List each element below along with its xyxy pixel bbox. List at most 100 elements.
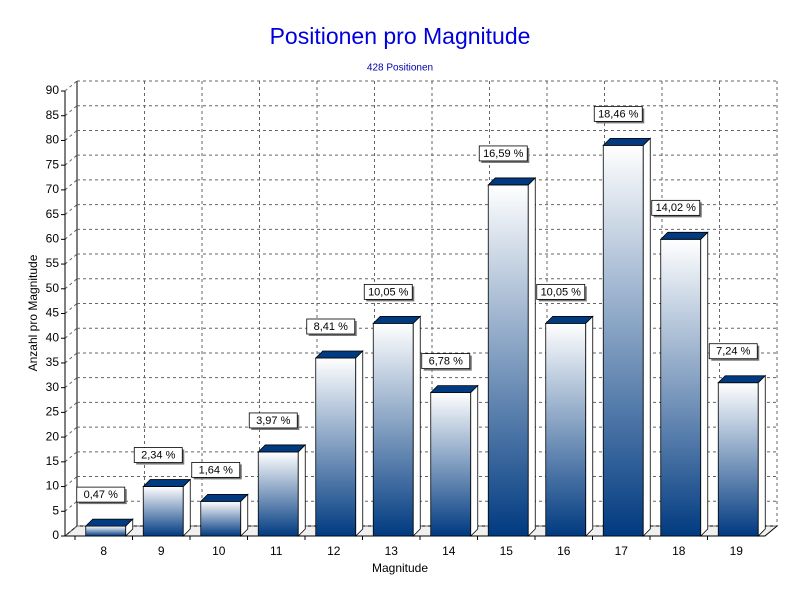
chart-title: Positionen pro Magnitude — [270, 23, 531, 49]
bar-group — [487, 176, 537, 537]
data-label: 3,97 % — [256, 415, 290, 427]
bar-top — [142, 479, 192, 487]
bar — [372, 322, 414, 537]
grid-line-depth — [64, 377, 78, 389]
y-tick-label: 5 — [52, 503, 59, 517]
bar-top — [257, 444, 307, 453]
bar — [85, 525, 127, 537]
data-label: 16,59 % — [483, 148, 524, 160]
y-tick-label: 0 — [52, 528, 59, 542]
x-tick-label: 19 — [730, 544, 744, 558]
data-label-box — [191, 461, 241, 478]
y-tick-label: 75 — [46, 157, 60, 171]
y-tick-label: 45 — [46, 306, 60, 320]
bar-side — [182, 478, 191, 537]
bar-side — [125, 518, 134, 537]
bar — [142, 486, 184, 537]
bar-top — [84, 518, 134, 527]
bar-group — [602, 137, 652, 537]
y-tick-label: 30 — [46, 380, 60, 394]
data-label: 0,47 % — [84, 489, 118, 501]
y-tick-label: 65 — [46, 207, 60, 221]
bar-group — [199, 493, 249, 537]
bar-group — [659, 231, 709, 537]
data-label-box — [421, 353, 471, 370]
grid-line-depth — [64, 80, 78, 92]
grid-line-depth — [64, 253, 78, 265]
x-tick-label: 10 — [212, 544, 226, 558]
grid-line-depth — [64, 105, 78, 117]
bar-group — [372, 315, 422, 537]
x-tick-label: 18 — [672, 544, 686, 558]
x-tick-label: 9 — [158, 544, 165, 558]
grid-line-depth — [64, 204, 78, 215]
grid-line-depth — [64, 278, 78, 290]
bar-top — [487, 177, 537, 186]
grid-line-depth — [64, 525, 78, 537]
bar — [315, 357, 357, 537]
bar-group — [314, 350, 364, 537]
bar-group — [257, 443, 307, 537]
grid-line-depth — [64, 179, 78, 191]
bar-group — [429, 384, 479, 537]
x-tick-label: 8 — [100, 544, 107, 558]
chart-subtitle: 428 Positionen — [367, 63, 433, 74]
y-tick-label: 70 — [46, 182, 60, 196]
grid-line-depth — [64, 228, 78, 240]
data-label-box — [651, 199, 701, 216]
bar — [660, 238, 702, 537]
grid-line-depth — [64, 154, 78, 166]
data-label: 7,24 % — [716, 346, 750, 358]
y-tick-label: 80 — [46, 133, 60, 147]
bar-side — [240, 493, 249, 537]
bar — [430, 392, 472, 537]
bar-top — [717, 375, 767, 384]
grid-line-depth — [64, 303, 78, 314]
bar-group — [142, 478, 192, 537]
bar-top — [199, 493, 249, 502]
bar-group — [544, 315, 594, 537]
bar — [257, 451, 299, 537]
data-label: 10,05 % — [368, 286, 409, 298]
data-label: 14,02 % — [656, 202, 697, 214]
grid-line-depth — [64, 402, 78, 413]
bar — [200, 500, 242, 537]
bar-top — [314, 350, 364, 359]
y-tick-label: 25 — [46, 405, 60, 419]
data-label-box — [76, 486, 126, 503]
grid-line-depth — [64, 500, 78, 512]
x-tick-label: 15 — [500, 544, 514, 558]
data-label-box — [306, 318, 356, 335]
y-tick-label: 20 — [46, 429, 60, 443]
grid-line-depth — [64, 327, 78, 339]
x-tick-label: 17 — [615, 544, 629, 558]
y-tick-label: 35 — [46, 355, 60, 369]
y-tick-label: 90 — [46, 83, 60, 97]
grid-line-depth — [64, 352, 78, 364]
bar-side — [412, 315, 421, 537]
data-label-box — [248, 412, 298, 429]
x-tick-label: 13 — [385, 544, 399, 558]
data-label: 1,64 % — [199, 464, 233, 476]
bar-top — [372, 315, 422, 324]
y-tick-label: 40 — [46, 330, 60, 344]
data-label-box — [133, 447, 183, 463]
bar-top — [429, 385, 479, 394]
bar — [487, 184, 529, 537]
bar-group — [717, 374, 767, 537]
y-tick-label: 15 — [46, 454, 60, 468]
grid-line-depth — [64, 426, 78, 438]
bar-side — [297, 443, 306, 537]
bar — [602, 144, 644, 537]
x-axis-label: Magnitude — [372, 561, 428, 575]
x-tick-label: 12 — [327, 544, 341, 558]
data-label-box — [478, 145, 528, 162]
data-label: 2,34 % — [141, 449, 175, 461]
y-tick-label: 55 — [46, 256, 60, 270]
data-label: 6,78 % — [429, 356, 463, 368]
y-axis-label: Anzahl pro Magnitude — [26, 254, 40, 371]
bar-group — [84, 518, 134, 537]
data-label: 8,41 % — [314, 321, 348, 333]
